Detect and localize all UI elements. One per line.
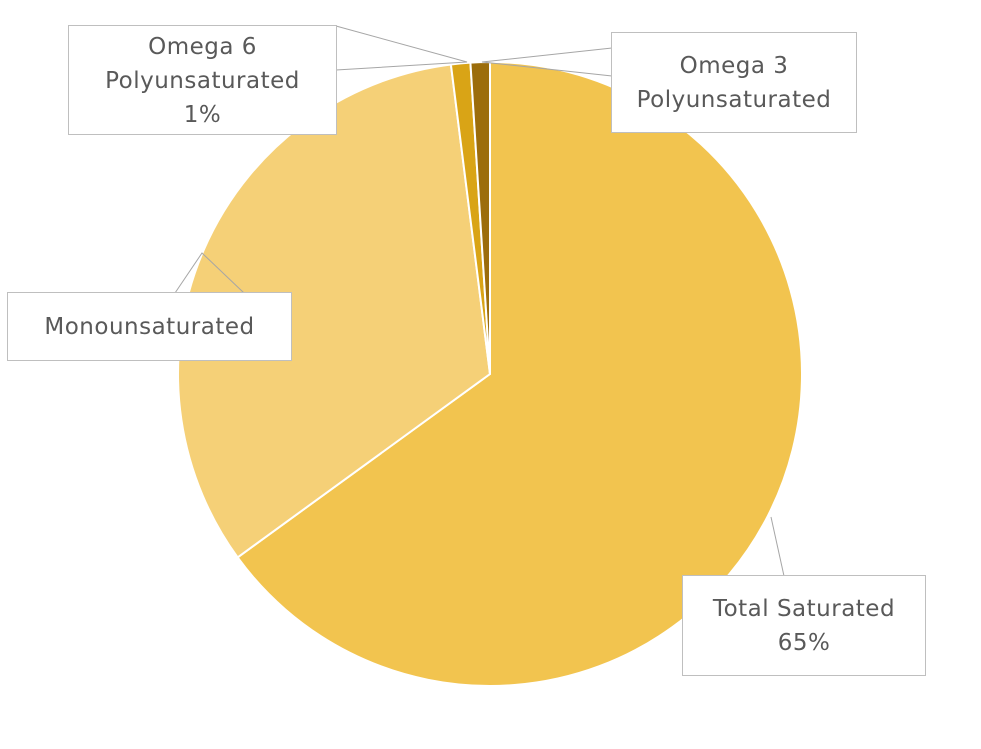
pie-slices: [177, 61, 803, 687]
data-label-saturated: Total Saturated 65%: [682, 575, 926, 676]
leader-line-omega3: [481, 47, 613, 77]
label-omega3-line2: Polyunsaturated: [636, 87, 832, 113]
label-saturated-line2: 65%: [777, 630, 831, 656]
label-omega6-line2: Polyunsaturated: [105, 68, 300, 94]
label-omega3-line1: Omega 3: [679, 53, 789, 79]
label-omega6-line3: 1%: [183, 102, 222, 128]
leader-line-mono: [174, 252, 245, 294]
label-mono-line1: Monounsaturated: [44, 314, 255, 340]
label-saturated-line1: Total Saturated: [712, 596, 896, 622]
leader-line-saturated: [770, 516, 785, 577]
pie-slice-omega-3-polyunsaturated: [469, 61, 491, 375]
data-label-omega6: Omega 6 Polyunsaturated 1%: [68, 25, 337, 135]
data-label-mono: Monounsaturated: [7, 292, 292, 361]
data-label-omega3: Omega 3 Polyunsaturated: [611, 32, 857, 133]
pie-slice-monounsaturated: [177, 63, 491, 559]
leader-line-omega6: [335, 25, 468, 71]
leader-lines: [174, 25, 785, 577]
label-omega6-line1: Omega 6: [148, 34, 257, 60]
